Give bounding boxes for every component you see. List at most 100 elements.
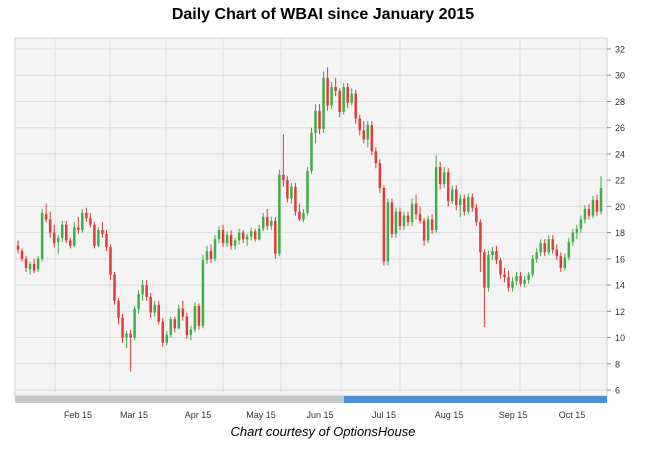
chart-title: Daily Chart of WBAI since January 2015 <box>171 6 475 23</box>
candle <box>298 203 301 221</box>
candle-body <box>105 233 108 248</box>
candle <box>129 329 132 372</box>
candle <box>121 313 124 343</box>
candle <box>44 203 48 223</box>
candle <box>113 271 116 305</box>
candle <box>109 244 112 280</box>
candle <box>237 228 241 245</box>
candle <box>253 228 257 242</box>
scrollbar-thumb[interactable] <box>344 396 607 403</box>
y-tick-label: 18 <box>615 228 625 238</box>
candle-body <box>386 202 390 262</box>
candle-body <box>418 214 422 221</box>
candle-body <box>414 203 418 215</box>
candle <box>16 240 20 254</box>
candle <box>81 209 84 233</box>
candle-body <box>36 258 40 270</box>
candle-body <box>374 151 378 164</box>
candle <box>362 121 366 144</box>
candle-body <box>507 277 510 288</box>
candle <box>77 216 80 234</box>
candle <box>479 219 482 272</box>
candle-body <box>161 321 164 343</box>
candle-body <box>519 275 522 284</box>
candle-body <box>302 212 305 220</box>
candle-body <box>237 232 241 241</box>
candle-body <box>278 174 281 254</box>
y-axis: 6 8 10 12 14 16 18 20 22 24 26 28 30 32 <box>607 45 625 396</box>
y-tick-label: 10 <box>615 333 625 343</box>
candle-body <box>342 87 345 112</box>
candle-body <box>523 279 526 284</box>
candle-body <box>358 118 362 131</box>
candle-body <box>173 319 177 329</box>
candle <box>390 198 394 238</box>
candle-body <box>298 211 301 220</box>
candle-body <box>181 308 185 317</box>
candle <box>567 237 571 261</box>
candle <box>209 244 213 263</box>
candle <box>595 194 599 216</box>
candle <box>326 67 329 111</box>
x-tick-label: Apr 15 <box>185 410 212 420</box>
candle-body <box>85 212 88 219</box>
candle-body <box>446 172 450 202</box>
candle-body <box>515 275 518 282</box>
candle <box>225 231 229 248</box>
time-scrollbar[interactable] <box>15 396 607 403</box>
candle-body <box>463 198 466 212</box>
candle-body <box>201 260 205 326</box>
candle-body <box>487 254 490 288</box>
candle <box>201 254 205 329</box>
scrollbar-track[interactable] <box>15 396 607 403</box>
candle <box>137 290 140 314</box>
candle <box>382 185 386 266</box>
candle-body <box>595 199 599 212</box>
candle-body <box>177 308 181 329</box>
candle <box>181 300 185 321</box>
candle-body <box>322 77 325 130</box>
candle <box>366 121 370 148</box>
x-tick-label: Feb 15 <box>64 410 92 420</box>
y-tick-label: 22 <box>615 176 625 186</box>
candle-body <box>209 250 213 259</box>
candle-body <box>503 274 506 278</box>
candle <box>531 254 534 278</box>
candle-body <box>262 216 265 229</box>
candle-body <box>197 306 201 326</box>
candle <box>185 312 189 339</box>
candle-body <box>117 300 120 318</box>
candle <box>575 224 579 240</box>
candle <box>587 203 591 220</box>
candle <box>24 256 28 272</box>
candle <box>446 168 450 207</box>
candle-body <box>543 243 546 253</box>
candle <box>599 176 603 215</box>
candle-body <box>253 231 257 240</box>
candle-body <box>310 132 313 171</box>
candle-body <box>20 250 24 259</box>
candle-body <box>69 240 72 246</box>
candle-body <box>32 264 36 271</box>
candle-body <box>354 93 357 119</box>
candle <box>418 206 422 224</box>
candle <box>503 268 506 283</box>
candle <box>406 211 410 227</box>
candle <box>507 270 510 292</box>
x-axis: Feb 15 Mar 15 Apr 15 May 15 Jun 15 Jul 15 Aug … <box>64 410 585 420</box>
y-tick-label: 28 <box>615 97 625 107</box>
candle-body <box>495 250 498 261</box>
candle <box>221 224 225 248</box>
candle-body <box>149 296 152 313</box>
candle-body <box>422 220 426 241</box>
candle <box>213 235 217 262</box>
candle <box>523 275 526 288</box>
candle-body <box>16 245 20 250</box>
candle <box>270 216 273 230</box>
candle-body <box>430 219 434 230</box>
candle-body <box>101 229 104 234</box>
y-tick-label: 16 <box>615 254 625 264</box>
candle-body <box>483 252 486 288</box>
candle-body <box>330 87 333 106</box>
